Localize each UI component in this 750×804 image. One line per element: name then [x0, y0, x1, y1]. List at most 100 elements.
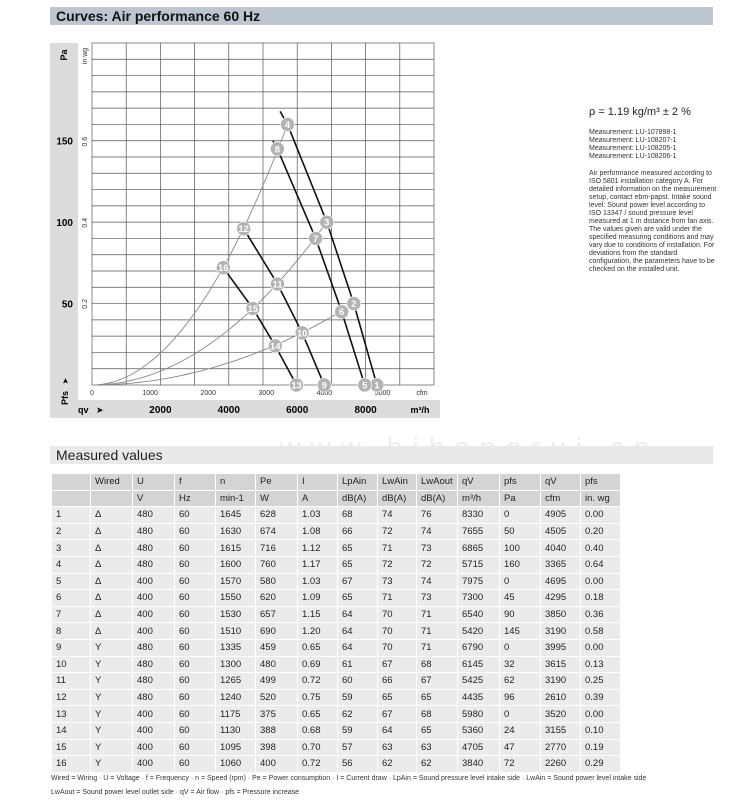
- table-cell: 74: [378, 507, 416, 523]
- table-cell: 68: [417, 706, 457, 722]
- table-cell: dB(A): [378, 490, 416, 507]
- table-cell: 65: [338, 556, 377, 573]
- fan-curve: [243, 228, 325, 386]
- x2-tick-label: 4000: [317, 390, 333, 397]
- table-cell: 1060: [216, 756, 255, 772]
- table-cell: 160: [500, 556, 540, 573]
- operating-point-marker: [245, 301, 261, 316]
- table-cell: 0.19: [581, 739, 620, 756]
- table-cell: 400: [133, 739, 174, 756]
- section-title-curves: Curves: Air performance 60 Hz: [50, 7, 713, 25]
- table-cell: 67: [417, 673, 457, 689]
- table-cell: 50: [500, 523, 540, 540]
- operating-point-marker: [268, 338, 283, 354]
- footnote: LwAout = Sound power level outlet side ·…: [51, 789, 300, 796]
- table-cell: 1550: [216, 590, 255, 606]
- table-cell: 60: [175, 689, 215, 706]
- table-cell: 64: [378, 722, 416, 739]
- table-cell: 60: [175, 507, 215, 523]
- table-cell: 65: [417, 722, 457, 739]
- table-cell: 1: [52, 507, 90, 523]
- table-cell: 0.64: [581, 556, 620, 573]
- table-cell: 7655: [458, 523, 499, 540]
- table-cell: 480: [133, 556, 174, 573]
- table-cell: 0.65: [298, 706, 337, 722]
- table-cell: Y: [91, 756, 132, 772]
- table-cell: 6865: [458, 540, 499, 556]
- table-row: 10 Y 480 60 1300 480 0.69 61 67 68 6145 32 3615 0.13: [52, 656, 620, 673]
- table-row: 13 Y 400 60 1175 375 0.65 62 67 68 5980 0 3520 0.00: [52, 706, 620, 722]
- table-row: 9 Y 480 60 1335 459 0.65 64 70 71 6790 0 3995 0.00: [52, 639, 620, 656]
- operating-point-label: 2: [351, 299, 356, 310]
- operating-point-marker: [294, 325, 310, 341]
- x2-unit-label: cfm: [416, 390, 427, 397]
- table-cell: dB(A): [417, 490, 457, 507]
- table-cell: 2260: [541, 756, 580, 772]
- table-cell: 2770: [541, 739, 580, 756]
- table-cell: 0.58: [581, 623, 620, 639]
- table-cell: 64: [338, 623, 377, 639]
- table-row: 3 Δ 480 60 1615 716 1.12 65 71 73 6865 100 4040 0.40: [52, 540, 620, 556]
- table-cell: 1.20: [298, 623, 337, 639]
- section-title-measured: Measured values: [50, 446, 713, 464]
- table-cell: U: [133, 474, 174, 490]
- table-cell: 61: [338, 656, 377, 673]
- table-cell: Y: [91, 689, 132, 706]
- table-cell: 8: [52, 623, 90, 639]
- table-cell: 1.08: [298, 523, 337, 540]
- table-cell: 6790: [458, 639, 499, 656]
- operating-point-marker: [319, 214, 335, 230]
- table-cell: 1570: [216, 573, 255, 590]
- table-cell: 716: [256, 540, 297, 556]
- system-curve: [91, 124, 288, 386]
- table-cell: 60: [175, 523, 215, 540]
- table-cell: 400: [133, 590, 174, 606]
- table-cell: 657: [256, 606, 297, 623]
- table-cell: Δ: [91, 623, 132, 639]
- table-cell: dB(A): [338, 490, 377, 507]
- table-cell: 71: [417, 639, 457, 656]
- table-cell: 2: [52, 523, 90, 540]
- table-cell: 0.00: [581, 706, 620, 722]
- table-cell: 14: [52, 722, 90, 739]
- table-cell: 76: [417, 507, 457, 523]
- table-cell: 3155: [541, 722, 580, 739]
- operating-point-label: 16: [218, 263, 229, 274]
- table-cell: 65: [378, 689, 416, 706]
- table-cell: 47: [500, 739, 540, 756]
- table-cell: 72: [500, 756, 540, 772]
- table-cell: 0.75: [298, 689, 337, 706]
- table-cell: 388: [256, 722, 297, 739]
- table-cell: 3840: [458, 756, 499, 772]
- table-cell: 60: [175, 739, 215, 756]
- table-cell: 400: [133, 573, 174, 590]
- operating-point-label: 5: [362, 381, 368, 392]
- table-cell: 74: [417, 523, 457, 540]
- operating-point-marker: [280, 117, 295, 132]
- table-cell: 0.00: [581, 573, 620, 590]
- table-cell: 71: [417, 606, 457, 623]
- table-cell: 5980: [458, 706, 499, 722]
- table-cell: 760: [256, 556, 297, 573]
- operating-point-marker: [357, 377, 373, 393]
- table-cell: 74: [417, 573, 457, 590]
- operating-point-marker: [270, 141, 285, 157]
- table-cell: [91, 490, 132, 507]
- table-cell: 480: [133, 540, 174, 556]
- table-cell: 60: [175, 656, 215, 673]
- table-cell: 60: [175, 639, 215, 656]
- table-cell: W: [256, 490, 297, 507]
- table-cell: 480: [256, 656, 297, 673]
- table-cell: 60: [175, 722, 215, 739]
- table-cell: Y: [91, 739, 132, 756]
- table-row: 11 Y 480 60 1265 499 0.72 60 66 67 5425 62 3190 0.25: [52, 673, 620, 689]
- table-row: 6 Δ 400 60 1550 620 1.09 65 71 73 7300 45 4295 0.18: [52, 590, 620, 606]
- table-row: 12 Y 480 60 1240 520 0.75 59 65 65 4435 96 2610 0.39: [52, 689, 620, 706]
- operating-point-label: 1: [374, 381, 380, 392]
- measurement-item: Measurement: LU-108205-1: [589, 145, 677, 152]
- table-cell: 4505: [541, 523, 580, 540]
- table-cell: 400: [133, 623, 174, 639]
- table-cell: 90: [500, 606, 540, 623]
